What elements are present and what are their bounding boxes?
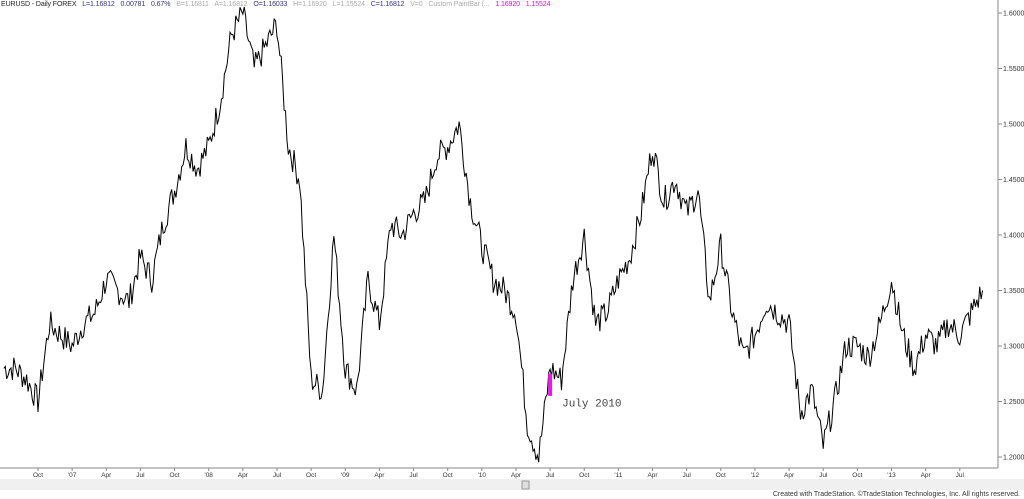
x-tick-label: Apr	[101, 472, 112, 479]
ask-value: A=1.16812	[214, 1, 248, 8]
x-tick-label: Apr	[511, 472, 522, 479]
x-tick-label: Oct	[852, 472, 862, 479]
y-tick-label: 1.30000	[1003, 344, 1024, 351]
x-tick-label: Oct	[306, 472, 316, 479]
y-tick-label: 1.20000	[1003, 455, 1024, 462]
copyright-footer: Created with TradeStation. ©TradeStation…	[772, 491, 1020, 498]
x-tick-label: Apr	[374, 472, 385, 479]
x-tick-label: Apr	[784, 472, 795, 479]
pct-value: 0.67%	[150, 1, 171, 8]
x-tick-label: '09	[341, 472, 350, 479]
y-tick-label: 1.25000	[1003, 399, 1024, 406]
scrollbar-thumb[interactable]	[521, 480, 530, 490]
x-tick-label: Jul	[956, 472, 965, 479]
last-value: L=1.16812	[82, 1, 115, 8]
x-tick-label: Jul	[819, 472, 828, 479]
indicator-value-1: 1.16920	[495, 1, 520, 8]
x-tick-label: Apr	[647, 472, 658, 479]
x-tick-label: Jul	[546, 472, 555, 479]
x-tick-label: '11	[614, 472, 622, 479]
high-value: H=1.16920	[293, 1, 327, 8]
low-value: L=1.15524	[332, 1, 365, 8]
y-tick-label: 1.50000	[1003, 122, 1024, 129]
x-tick-label: '12	[751, 472, 760, 479]
x-tick-label: '10	[478, 472, 487, 479]
x-tick-label: '08	[204, 472, 213, 479]
open-value: O=1.16033	[253, 1, 288, 8]
annotation-label: July 2010	[562, 399, 621, 411]
volume-value: V=0	[410, 1, 423, 8]
status-header: EURUSD - Daily FOREX L=1.16812 0.00781 0…	[1, 1, 554, 8]
y-tick-label: 1.55000	[1003, 66, 1024, 73]
x-tick-label: Oct	[169, 472, 179, 479]
x-tick-label: '13	[887, 472, 896, 479]
x-tick-label: Apr	[921, 472, 932, 479]
y-tick-label: 1.60000	[1003, 11, 1024, 18]
y-tick-label: 1.40000	[1003, 233, 1024, 240]
x-tick-label: '07	[68, 472, 77, 479]
close-value: C=1.16812	[370, 1, 405, 8]
indicator-label: Custom PaintBar (...	[428, 1, 490, 8]
x-tick-label: Jul	[273, 472, 282, 479]
x-tick-label: Oct	[716, 472, 726, 479]
price-line	[3, 6, 984, 463]
y-tick-label: 1.35000	[1003, 288, 1024, 295]
horizontal-scrollbar[interactable]	[0, 479, 1024, 490]
x-tick-label: Oct	[33, 472, 43, 479]
x-tick-label: Jul	[409, 472, 418, 479]
change-value: 0.00781	[120, 1, 146, 8]
paintbar-marker	[548, 373, 553, 396]
symbol-label: EURUSD - Daily FOREX	[1, 1, 77, 8]
x-tick-label: Jul	[683, 472, 692, 479]
x-tick-label: Apr	[238, 472, 249, 479]
x-tick-label: Oct	[579, 472, 589, 479]
x-tick-label: Oct	[443, 472, 453, 479]
indicator-value-2: 1.15524	[525, 1, 551, 8]
x-tick-label: Jul	[136, 472, 145, 479]
y-tick-label: 1.45000	[1003, 177, 1024, 184]
bid-value: B=1.16811	[176, 1, 209, 8]
